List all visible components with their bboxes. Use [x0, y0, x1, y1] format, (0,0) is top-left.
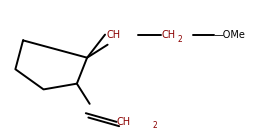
Text: 2: 2: [153, 121, 157, 130]
Text: —OMe: —OMe: [214, 30, 246, 40]
Text: CH: CH: [161, 30, 176, 40]
Text: 2: 2: [177, 35, 182, 44]
Text: CH: CH: [106, 30, 121, 40]
Text: CH: CH: [116, 117, 131, 127]
